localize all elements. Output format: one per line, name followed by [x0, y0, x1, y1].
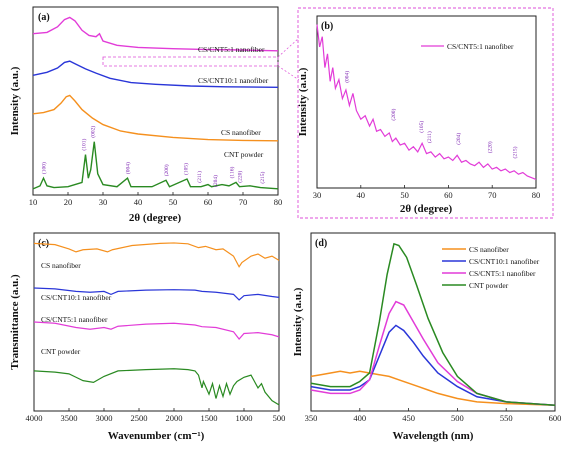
peak-label: (215)	[259, 172, 266, 184]
panel-d-xlabel: Wavelength (nm)	[393, 430, 474, 442]
panel-b-xlabel: 2θ (degree)	[400, 203, 453, 215]
panel-d: (d) Intensity (a.u.) Wavelength (nm) 350…	[292, 232, 562, 442]
panel-b-frame	[316, 15, 537, 189]
peak-label: (105)	[418, 121, 425, 133]
label-cnt: CNT powder	[224, 150, 264, 159]
panel-a-x-tick-label: 10	[29, 197, 38, 207]
panel-b-label: (b)	[321, 21, 333, 32]
legend-label-cs-nanofiber: CS nanofiber	[469, 245, 509, 254]
series-cs-cnt5-1-nanofiber	[33, 321, 280, 340]
label-c-cs-cnt-10-1: CS/CNT10:1 nanofiber	[41, 293, 112, 302]
series-cnt-powder	[310, 242, 556, 407]
panel-b-ylabel: Intensity (a.u.)	[297, 67, 309, 136]
panel-c-x-tick-label: 1500	[201, 413, 218, 423]
panel-d-x-tick-label: 400	[353, 413, 366, 423]
panel-c-x-tick-label: 500	[273, 413, 286, 423]
peak-label: (101)	[81, 139, 88, 151]
panel-d-frame	[310, 232, 556, 412]
peak-label: (211)	[426, 131, 433, 143]
peak-label: (211)	[196, 171, 203, 183]
peak-label: (004)	[124, 162, 131, 174]
legend-label-cs-cnt10-1-nanofiber: CS/CNT10:1 nanofiber	[469, 257, 540, 266]
panel-b-legend-text: CS/CNT5:1 nanofiber	[447, 42, 514, 51]
series-cnt-powder	[32, 141, 279, 190]
panel-a-x-tick-label: 70	[239, 197, 248, 207]
series-cs-nanofiber	[310, 370, 556, 407]
legend-label-cs-cnt5-1-nanofiber: CS/CNT5:1 nanofiber	[469, 269, 536, 278]
panel-a: (a) Intensity (a.u.) 2θ (degree) 10 20 30 4…	[9, 6, 300, 224]
panel-a-label: (a)	[38, 12, 50, 23]
panel-c-x-tick-label: 4000	[26, 413, 43, 423]
panel-b-x-tick-label: 60	[444, 190, 453, 200]
peak-label: (105)	[183, 163, 190, 175]
series-cs-cnt5-1-nanofiber	[316, 24, 537, 180]
peak-label: (220)	[486, 141, 493, 153]
panel-c-x-tick-label: 3500	[61, 413, 78, 423]
series-cs-nanofiber	[33, 242, 280, 268]
panel-a-x-tick-label: 30	[99, 197, 108, 207]
series-cs-cnt5-1-nanofiber	[32, 16, 279, 52]
panel-c-x-tick-label: 1000	[236, 413, 253, 423]
panel-a-x-tick-label: 20	[64, 197, 73, 207]
label-c-cs-cnt-5-1: CS/CNT5:1 nanofiber	[41, 315, 108, 324]
panel-d-label: (d)	[315, 238, 327, 249]
panel-d-x-tick-label: 350	[305, 413, 318, 423]
panel-d-ylabel: Intensity (a.u.)	[292, 287, 304, 356]
label-cs-cnt-5-1: CS/CNT5:1 nanofiber	[198, 45, 265, 54]
panel-b: (b) Intensity (a.u.) 2θ (degree) CS/CNT5…	[297, 7, 554, 219]
panel-b-x-tick-label: 40	[357, 190, 366, 200]
panel-b-x-tick-label: 80	[532, 190, 541, 200]
panel-c: (c) Transmittance (a.u.) Wavenumber (cm⁻…	[9, 232, 286, 442]
peak-label: (215)	[511, 146, 518, 158]
panel-a-x-tick-label: 40	[134, 197, 143, 207]
zoom-box	[102, 56, 279, 67]
peak-label: (116)	[229, 167, 236, 179]
panel-a-xlabel: 2θ (degree)	[129, 212, 182, 224]
legend-label-cnt-powder: CNT powder	[469, 281, 509, 290]
panel-a-x-tick-label: 50	[169, 197, 178, 207]
panel-c-xlabel: Wavenumber (cm⁻¹)	[108, 430, 205, 442]
panel-d-x-tick-label: 550	[500, 413, 513, 423]
label-c-cnt: CNT powder	[41, 347, 81, 356]
peak-label: (100)	[40, 162, 47, 174]
zoom-connector-bottom	[277, 65, 300, 81]
series-cs-cnt5-1-nanofiber	[310, 300, 556, 407]
panel-d-x-tick-label: 500	[451, 413, 464, 423]
panel-c-ylabel: Transmittance (a.u.)	[9, 274, 21, 370]
series-cs-cnt10-1-nanofiber	[310, 324, 556, 407]
panel-b-x-tick-label: 50	[400, 190, 409, 200]
peak-label: (002)	[90, 126, 97, 138]
panel-d-x-tick-label: 450	[402, 413, 415, 423]
series-cs-cnt10-1-nanofiber	[32, 60, 279, 88]
label-cs-cnt-10-1: CS/CNT10:1 nanofiber	[198, 76, 269, 85]
peak-label: (204)	[455, 133, 462, 145]
panel-c-x-tick-label: 2500	[131, 413, 148, 423]
peak-label: (200)	[163, 164, 170, 176]
panel-a-x-tick-label: 60	[204, 197, 213, 207]
peak-label: (200)	[390, 109, 397, 121]
series-cs-nanofiber	[32, 94, 279, 142]
panel-b-x-tick-label: 30	[313, 190, 322, 200]
label-cs: CS nanofiber	[221, 128, 261, 137]
panel-c-x-tick-label: 2000	[166, 413, 183, 423]
panel-c-x-tick-label: 3000	[96, 413, 113, 423]
label-c-cs: CS nanofiber	[41, 261, 81, 270]
peak-label: (004)	[344, 71, 351, 83]
panel-a-ylabel: Intensity (a.u.)	[9, 66, 21, 135]
panel-b-dashed-border	[297, 7, 554, 219]
series-cnt-powder	[33, 368, 280, 406]
series-cs-cnt10-1-nanofiber	[33, 287, 280, 301]
panel-a-x-tick-label: 80	[274, 197, 283, 207]
peak-label: (204)	[212, 175, 219, 187]
peak-label: (220)	[236, 171, 243, 183]
panel-a-frame	[32, 6, 279, 196]
panel-d-x-tick-label: 600	[549, 413, 562, 423]
zoom-connector-top	[277, 37, 300, 58]
panel-b-x-tick-label: 70	[488, 190, 497, 200]
